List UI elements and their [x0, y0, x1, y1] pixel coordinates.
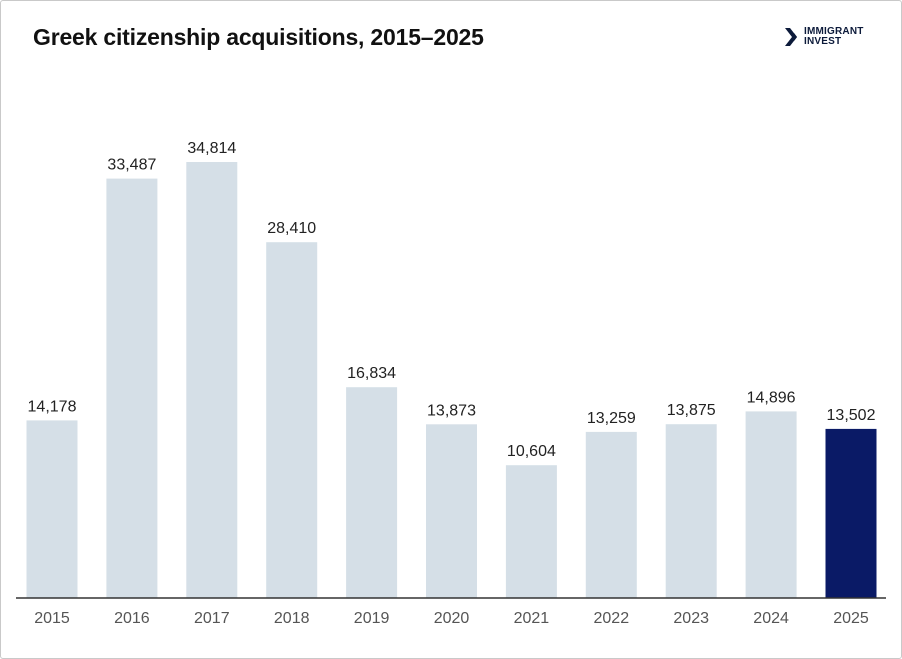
bar-2023 — [665, 424, 717, 598]
value-label-2020: 13,873 — [427, 402, 476, 419]
bar-2017 — [186, 162, 238, 598]
logo-text-line2: INVEST — [804, 35, 842, 47]
value-label-2022: 13,259 — [587, 410, 636, 427]
value-label-2016: 33,487 — [107, 157, 156, 174]
bar-2019 — [346, 387, 398, 598]
value-label-2021: 10,604 — [507, 443, 556, 460]
x-tick-label-2018: 2018 — [274, 610, 310, 627]
x-tick-label-2022: 2022 — [594, 610, 630, 627]
x-tick-label-2020: 2020 — [434, 610, 470, 627]
bar-2025 — [825, 428, 877, 598]
value-label-2017: 34,814 — [187, 140, 236, 157]
x-tick-label-2015: 2015 — [34, 610, 70, 627]
value-label-2018: 28,410 — [267, 220, 316, 237]
x-tick-label-2023: 2023 — [673, 610, 709, 627]
x-tick-label-2019: 2019 — [354, 610, 390, 627]
value-label-2023: 13,875 — [667, 402, 716, 419]
value-label-2019: 16,834 — [347, 365, 396, 382]
x-tick-label-2021: 2021 — [514, 610, 550, 627]
bar-2020 — [426, 424, 477, 598]
bar-2018 — [266, 242, 318, 598]
bar-2024 — [745, 411, 797, 598]
value-label-2024: 14,896 — [747, 389, 796, 406]
brand-logo: IMMIGRANT INVEST — [785, 27, 864, 46]
logo-text-line1: IMMIGRANT — [804, 26, 864, 37]
bar-2015 — [26, 420, 78, 598]
logo-chevron-icon — [785, 27, 797, 46]
x-tick-label-2025: 2025 — [833, 610, 869, 627]
value-label-2015: 14,178 — [28, 398, 77, 415]
chart-title: Greek citizenship acquisitions, 2015–202… — [33, 24, 484, 50]
x-tick-label-2016: 2016 — [114, 610, 150, 627]
bar-2016 — [106, 178, 158, 598]
x-tick-label-2024: 2024 — [753, 610, 789, 627]
value-label-2025: 13,502 — [827, 407, 876, 424]
bar-2021 — [505, 465, 557, 598]
bar-2022 — [585, 431, 637, 598]
x-tick-label-2017: 2017 — [194, 610, 230, 627]
